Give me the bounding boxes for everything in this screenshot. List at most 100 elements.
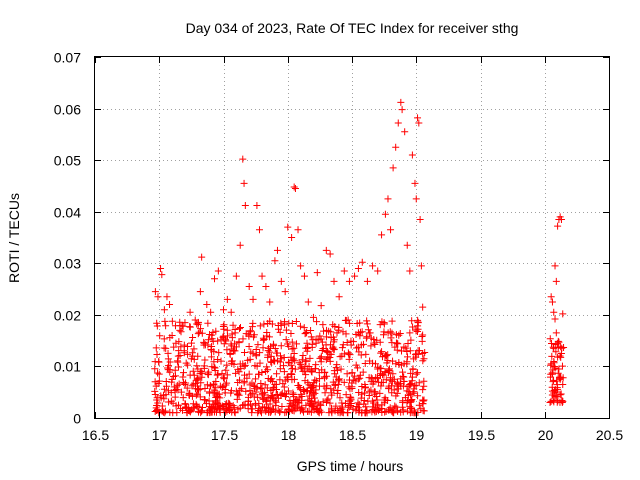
data-point (179, 394, 187, 402)
data-point (280, 383, 288, 391)
data-point (245, 342, 253, 350)
data-point (356, 374, 364, 382)
y-tick-label: 0.02 (54, 308, 81, 324)
data-point (308, 340, 316, 348)
data-point (300, 324, 308, 332)
y-axis-label: ROTI / TECUs (6, 193, 22, 283)
data-point (550, 308, 558, 316)
data-point (223, 371, 231, 379)
data-point (256, 322, 264, 330)
data-point (266, 298, 274, 306)
data-point (252, 346, 260, 354)
x-tick-label: 19.5 (468, 427, 495, 443)
data-point (335, 377, 343, 385)
data-point (307, 367, 315, 375)
data-point (246, 328, 254, 336)
data-point (418, 337, 426, 345)
data-point (189, 334, 197, 342)
data-point (340, 378, 348, 386)
data-point (344, 409, 352, 417)
data-point (330, 345, 338, 353)
data-point (241, 202, 249, 210)
data-point (193, 320, 201, 328)
data-point (192, 391, 200, 399)
data-point (201, 384, 209, 392)
data-point (197, 325, 205, 333)
data-point (252, 352, 260, 360)
data-point (301, 330, 309, 338)
data-point (547, 293, 555, 301)
data-point (408, 317, 416, 325)
data-point (263, 396, 271, 404)
data-point (339, 403, 347, 411)
data-point (312, 339, 320, 347)
data-point (554, 397, 562, 405)
data-point (399, 398, 407, 406)
data-point (272, 349, 280, 357)
data-point (558, 362, 566, 370)
data-point (277, 355, 285, 363)
data-point (172, 372, 180, 380)
data-point (349, 405, 357, 413)
data-point (234, 378, 242, 386)
data-point (189, 367, 197, 375)
data-point (271, 357, 279, 365)
data-point (206, 405, 214, 413)
data-point (195, 328, 203, 336)
data-point (411, 382, 419, 390)
data-point (547, 360, 555, 368)
data-point (385, 384, 393, 392)
data-point (403, 360, 411, 368)
data-point (204, 341, 212, 349)
data-point (409, 365, 417, 373)
data-point (205, 397, 213, 405)
axis-ticks (95, 57, 610, 419)
data-point (322, 333, 330, 341)
data-point (288, 345, 296, 353)
data-point (151, 387, 159, 395)
data-point (323, 326, 331, 334)
data-point (214, 355, 222, 363)
data-point (223, 361, 231, 369)
data-point (399, 382, 407, 390)
data-point (291, 403, 299, 411)
data-point (179, 322, 187, 330)
data-point (190, 355, 198, 363)
data-point (209, 329, 217, 337)
data-point (355, 348, 363, 356)
data-point (407, 396, 415, 404)
data-point (318, 338, 326, 346)
data-point (194, 330, 202, 338)
data-point (236, 241, 244, 249)
data-point (303, 339, 311, 347)
data-point (262, 282, 270, 290)
data-point (373, 336, 381, 344)
data-point (258, 391, 266, 399)
data-point (290, 183, 298, 191)
data-point (175, 363, 183, 371)
data-point (153, 322, 161, 330)
data-point (184, 342, 192, 350)
data-point (277, 321, 285, 329)
data-point (220, 340, 228, 348)
data-point (214, 370, 222, 378)
y-tick-label: 0.07 (54, 50, 81, 66)
data-point (324, 395, 332, 403)
data-point (220, 306, 227, 314)
data-point (365, 392, 373, 400)
data-point (284, 405, 292, 413)
data-point (296, 322, 304, 330)
data-point (217, 357, 225, 365)
data-point (227, 308, 235, 316)
data-point (252, 388, 260, 396)
data-point (548, 352, 556, 360)
data-point (230, 340, 238, 348)
data-point (394, 340, 402, 348)
data-point (291, 357, 299, 365)
data-point (262, 397, 270, 405)
data-point (226, 350, 234, 358)
data-point (197, 379, 205, 387)
data-point (345, 403, 353, 411)
data-point (238, 385, 246, 393)
